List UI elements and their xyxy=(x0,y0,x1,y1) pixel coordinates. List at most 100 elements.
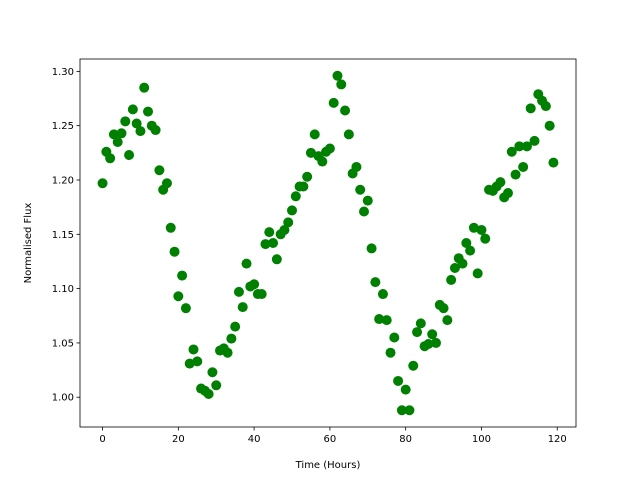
x-tick-label: 60 xyxy=(324,434,337,445)
data-point xyxy=(362,195,373,206)
axes-frame xyxy=(79,58,577,428)
data-point xyxy=(442,315,453,326)
data-point xyxy=(514,141,525,152)
data-point xyxy=(177,270,188,281)
data-point xyxy=(256,289,267,300)
data-point xyxy=(271,254,282,265)
y-tick-label: 1.05 xyxy=(52,338,74,349)
data-point xyxy=(548,157,559,168)
data-point xyxy=(525,103,536,114)
x-tick-label: 20 xyxy=(172,434,185,445)
y-tick-label: 1.25 xyxy=(52,121,74,132)
data-point xyxy=(192,356,203,367)
data-point xyxy=(226,333,237,344)
data-point xyxy=(97,178,108,189)
data-point xyxy=(461,238,472,248)
data-point xyxy=(127,104,138,115)
data-point xyxy=(188,344,199,355)
data-point xyxy=(317,156,328,167)
data-point xyxy=(480,233,491,244)
y-tick-label: 1.10 xyxy=(52,284,74,295)
data-point xyxy=(112,136,123,147)
data-point xyxy=(381,315,392,326)
data-point xyxy=(108,129,119,140)
data-point xyxy=(389,332,400,343)
y-tick-label: 1.00 xyxy=(52,393,74,404)
data-point xyxy=(264,227,275,238)
data-point xyxy=(161,178,172,189)
data-point xyxy=(377,289,388,300)
data-point xyxy=(430,337,441,348)
data-point xyxy=(249,279,260,290)
data-point xyxy=(408,360,419,371)
data-point xyxy=(446,274,457,285)
data-point xyxy=(510,169,521,180)
data-point xyxy=(120,116,131,127)
data-point xyxy=(355,184,366,195)
data-point xyxy=(241,258,252,269)
y-tick-label: 1.15 xyxy=(52,230,74,241)
x-tick-label: 100 xyxy=(472,434,491,445)
data-point xyxy=(465,245,476,256)
data-point xyxy=(268,238,279,248)
y-axis-label: Normalised Flux xyxy=(23,203,34,284)
data-point xyxy=(233,286,244,297)
data-point xyxy=(165,222,176,233)
data-point xyxy=(143,106,154,117)
data-point xyxy=(230,321,241,332)
data-point xyxy=(332,70,343,81)
data-point xyxy=(287,205,298,216)
data-point xyxy=(169,246,180,257)
data-point xyxy=(173,291,184,302)
x-axis: 0 20 40 60 80 100 120 xyxy=(99,427,567,445)
data-point xyxy=(385,347,396,358)
data-point xyxy=(351,161,362,172)
data-point xyxy=(298,181,309,192)
data-point xyxy=(495,177,506,188)
data-point xyxy=(203,388,214,399)
data-point xyxy=(124,150,135,161)
data-point xyxy=(366,243,377,254)
data-point xyxy=(506,146,517,157)
data-point xyxy=(358,206,369,217)
data-point xyxy=(544,120,555,131)
x-axis-label: Time (Hours) xyxy=(295,460,361,471)
data-point xyxy=(184,358,195,369)
data-point xyxy=(370,277,381,288)
data-point xyxy=(135,126,146,137)
y-tick-label: 1.30 xyxy=(52,67,74,78)
data-point xyxy=(343,129,354,140)
data-point xyxy=(260,239,271,250)
data-point xyxy=(336,79,347,90)
data-point xyxy=(393,375,404,386)
x-tick-label: 80 xyxy=(399,434,412,445)
data-point xyxy=(374,314,385,325)
data-point xyxy=(518,161,529,172)
data-point xyxy=(139,82,150,93)
x-tick-label: 40 xyxy=(248,434,261,445)
data-point xyxy=(207,367,218,378)
data-point xyxy=(324,143,335,154)
data-point xyxy=(222,347,233,358)
data-point xyxy=(283,217,294,228)
data-point xyxy=(131,118,142,129)
data-point xyxy=(150,125,161,136)
data-point xyxy=(404,405,415,416)
data-point xyxy=(476,224,487,235)
data-point xyxy=(468,222,479,233)
data-point xyxy=(472,268,483,279)
data-point xyxy=(449,262,460,273)
data-point xyxy=(457,258,468,269)
data-point xyxy=(154,165,165,176)
data-point xyxy=(279,224,290,235)
data-point xyxy=(438,303,449,314)
data-point xyxy=(412,327,423,338)
data-point xyxy=(211,380,222,391)
data-point xyxy=(116,128,127,139)
data-point xyxy=(502,188,513,199)
x-tick-label: 120 xyxy=(548,434,567,445)
data-point xyxy=(415,318,426,329)
data-point xyxy=(290,191,301,202)
data-point xyxy=(328,97,339,108)
